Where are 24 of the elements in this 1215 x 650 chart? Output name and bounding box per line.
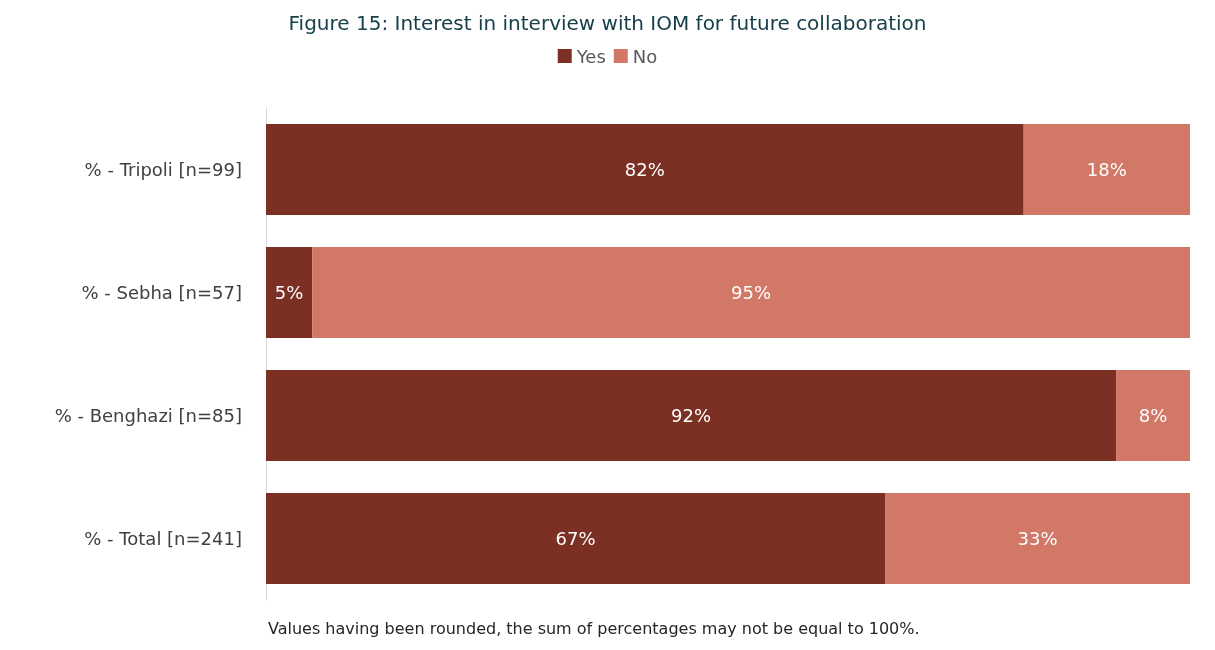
data-label: 8% [1138, 405, 1168, 426]
bar [266, 492, 886, 585]
legend-label: Yes [575, 45, 606, 67]
y-tick-label: % - Benghazi [n=85] [54, 405, 242, 426]
bar [1116, 369, 1190, 462]
bar [312, 246, 1190, 339]
chart-title: Figure 15: Interest in interview with IOM for future collaboration [288, 11, 927, 35]
text: Values having been rounded, the sum of percentages may not be equal to 100%. [268, 618, 920, 638]
bar [885, 492, 1190, 585]
data-label: 18% [1086, 159, 1127, 180]
y-tick-label: % - Sebha [n=57] [81, 282, 242, 303]
data-label: 82% [624, 159, 665, 180]
y-tick-label: % - Total [n=241] [84, 528, 242, 549]
bar [1023, 123, 1190, 216]
legend-label: No [632, 45, 658, 67]
data-label: 33% [1017, 528, 1058, 549]
bar [266, 369, 1117, 462]
y-tick-label: % - Tripoli [n=99] [84, 159, 242, 180]
bar [266, 246, 313, 339]
data-label: 95% [731, 282, 772, 303]
data-label: 5% [274, 282, 304, 303]
bar [266, 123, 1024, 216]
data-label: 67% [555, 528, 596, 549]
data-label: 92% [671, 405, 712, 426]
